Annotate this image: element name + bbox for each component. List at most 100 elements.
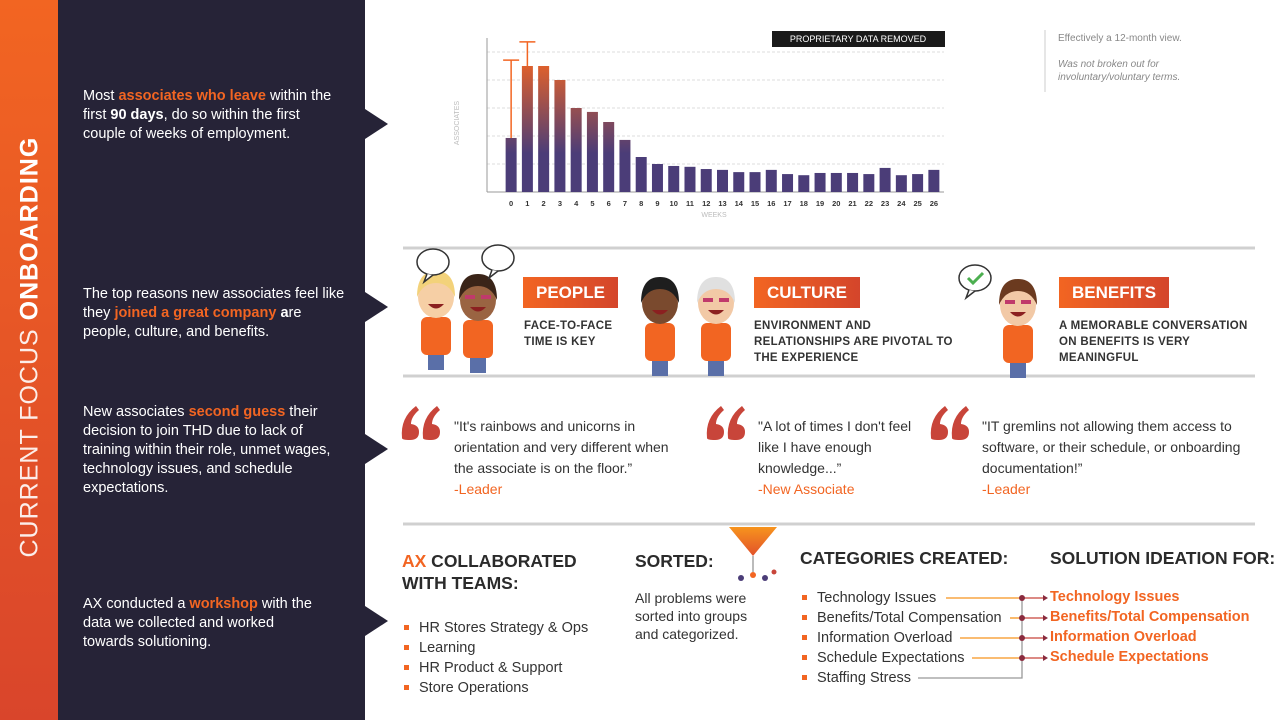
list-item: Staffing Stress [802, 668, 1002, 688]
text-segment: 90 days [110, 107, 164, 123]
x-tick-label: 15 [751, 199, 759, 208]
smile [1010, 312, 1026, 317]
quote-author: -Leader [454, 481, 503, 497]
title-bold: ONBOARDING [15, 136, 44, 321]
x-tick-label: 7 [623, 199, 627, 208]
head [418, 276, 454, 318]
bar [847, 172, 859, 192]
bar [521, 66, 533, 192]
bubble [481, 244, 515, 272]
section-rules [403, 246, 1255, 526]
list-item: Store Operations [404, 678, 588, 698]
text-segment: Most [83, 88, 119, 104]
list-item: Information Overload [1050, 629, 1197, 645]
x-tick-label: 4 [574, 199, 579, 208]
apron [421, 317, 451, 355]
side-panel [58, 0, 365, 720]
x-tick-label: 23 [881, 199, 889, 208]
bar [765, 169, 777, 192]
hair [999, 279, 1037, 305]
quote-author: -New Associate [758, 481, 855, 497]
x-tick-label: 5 [590, 199, 594, 208]
text-segment: with the data we collected and worked to… [83, 596, 312, 650]
bar [538, 66, 550, 192]
categories-heading: CATEGORIES CREATED: [800, 548, 1009, 568]
pointers [365, 109, 388, 636]
x-tick-label: 3 [558, 199, 562, 208]
quote-text: "A lot of times I don't feel like I have… [758, 418, 912, 476]
quote-marks [401, 406, 969, 440]
x-tick-label: 14 [735, 199, 744, 208]
bar [912, 174, 924, 192]
list-item: Information Overload [802, 628, 1002, 648]
bar [505, 137, 517, 192]
note: Effectively a 12-month view. [1058, 33, 1182, 44]
list-item: Schedule Expectations [1050, 649, 1209, 665]
list-item: Benefits/Total Compensation [802, 608, 1002, 628]
check [966, 271, 985, 286]
reason-description: FACE-TO-FACE TIME IS KEY [524, 320, 613, 348]
bar [554, 80, 566, 192]
apron [1003, 325, 1033, 363]
sorted-text: All problems were sorted into groups and… [635, 590, 748, 642]
bar [684, 166, 696, 192]
text-segment: New associates [83, 404, 189, 420]
funnel-icon [729, 527, 777, 581]
x-axis-label: WEEKS [701, 212, 727, 219]
x-tick-label: 16 [767, 199, 775, 208]
note: Was not broken out for involuntary/volun… [1058, 59, 1181, 83]
error-bar [519, 41, 536, 66]
x-tick-label: 9 [655, 199, 659, 208]
person [999, 279, 1037, 378]
x-tick-label: 12 [702, 199, 710, 208]
x-tick-label: 2 [542, 199, 546, 208]
hair [697, 277, 735, 303]
bar [717, 169, 728, 192]
bar [798, 175, 810, 192]
list-item: Schedule Expectations [802, 648, 1002, 668]
x-tick-label: 13 [718, 199, 726, 208]
apron [463, 320, 493, 358]
text-segment: COLLABORATED WITH TEAMS: [402, 551, 577, 593]
bar [928, 169, 940, 192]
bubble [958, 264, 992, 292]
insight: AX conducted a workshop with the data we… [83, 595, 328, 652]
head [1000, 284, 1036, 326]
head [698, 282, 734, 324]
quote-text: "It's rainbows and unicorns in orientati… [454, 418, 669, 476]
bar [586, 111, 598, 192]
smile [428, 304, 444, 309]
list-item: Benefits/Total Compensation [1050, 609, 1250, 625]
list-item: Learning [404, 638, 588, 658]
x-tick-label: 17 [783, 199, 791, 208]
smile [708, 310, 724, 315]
person [459, 274, 497, 373]
bar [879, 167, 891, 192]
reason-label: BENEFITS [1059, 277, 1170, 308]
bar [863, 174, 875, 192]
sorted-heading: SORTED: [635, 551, 714, 571]
team-list: HR Stores Strategy & Ops Learning HR Produ… [404, 618, 588, 698]
vertical-title: CURRENT FOCUS ONBOARDING [16, 137, 45, 558]
text-segment: AX conducted a [83, 596, 190, 612]
reason-label: PEOPLE [523, 277, 618, 308]
illustrations [416, 244, 1037, 378]
x-tick-label: 25 [913, 199, 921, 208]
speech-bubble [958, 264, 992, 301]
quote-text: "IT gremlins not allowing them access to… [982, 418, 1241, 476]
quote: "A lot of times I don't feel like I have… [758, 416, 918, 500]
list-item: HR Product & Support [404, 658, 588, 678]
x-tick-label: 10 [670, 199, 678, 208]
bar [700, 169, 712, 192]
x-tick-label: 6 [607, 199, 611, 208]
apron [645, 323, 675, 361]
list-item: Technology Issues [802, 588, 1002, 608]
x-tick-label: 0 [509, 199, 513, 208]
badge-bg [772, 31, 945, 47]
head [642, 282, 678, 324]
bar [668, 165, 680, 192]
text-segment: joined a great company [114, 305, 277, 321]
hair [459, 274, 497, 300]
bubble [416, 248, 450, 276]
